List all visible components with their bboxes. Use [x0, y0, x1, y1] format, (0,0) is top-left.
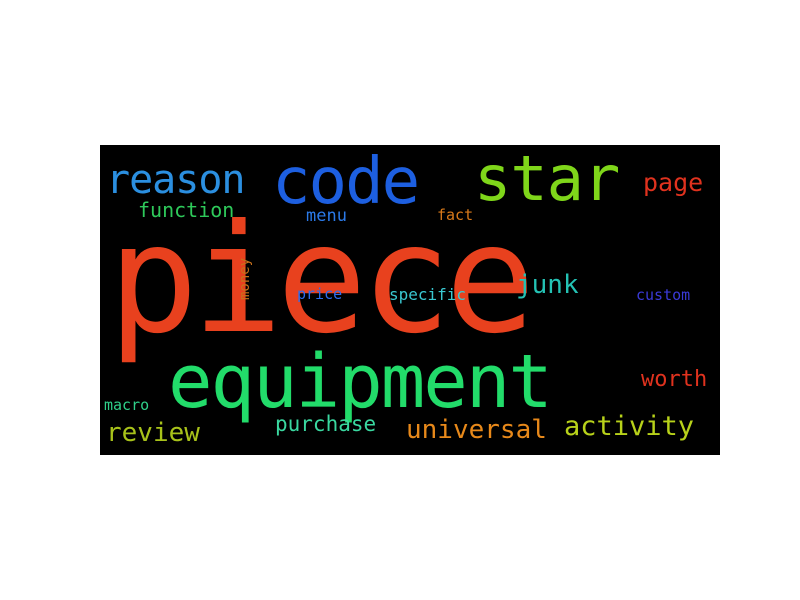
word-star: star — [474, 145, 620, 215]
word-purchase: purchase — [275, 412, 377, 436]
word-activity: activity — [564, 411, 695, 442]
word-equipment: equipment — [168, 339, 553, 425]
word-page: page — [643, 168, 704, 197]
word-menu: menu — [306, 206, 347, 226]
word-money: money — [237, 257, 253, 300]
word-universal: universal — [406, 415, 547, 445]
word-code: code — [272, 145, 420, 219]
word-worth: worth — [641, 367, 708, 392]
word-specific: specific — [389, 285, 467, 304]
word-macro: macro — [104, 396, 150, 414]
word-custom: custom — [636, 286, 691, 304]
word-cloud: piece equipment code star reason page fu… — [100, 145, 720, 455]
word-function: function — [138, 198, 235, 222]
word-junk: junk — [516, 270, 579, 300]
word-piece: piece — [108, 193, 536, 367]
word-review: review — [106, 418, 200, 448]
word-price: price — [297, 285, 343, 303]
word-fact: fact — [437, 206, 474, 224]
word-reason: reason — [106, 157, 245, 203]
